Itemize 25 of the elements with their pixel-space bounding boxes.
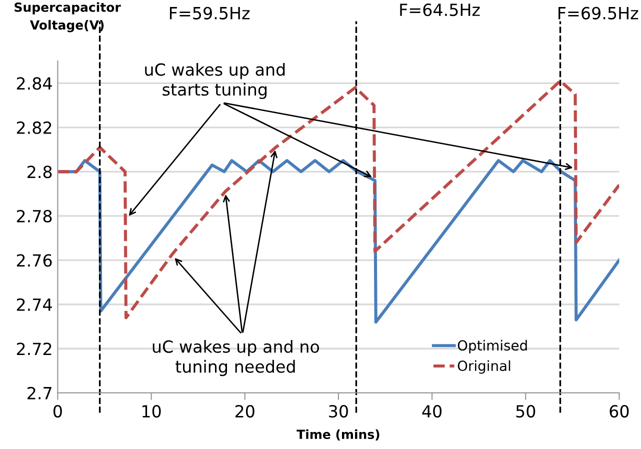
legend-label: Optimised: [458, 340, 527, 354]
text: F=59.5Hz: [170, 6, 250, 20]
y-tick-label: 2.84: [16, 77, 52, 90]
y-tick-label: 2.72: [16, 342, 52, 355]
line-series: [58, 79, 620, 320]
y-tick-label: 2.76: [16, 254, 52, 267]
legend-label: Original: [458, 360, 510, 374]
x-tick-label: 40: [422, 404, 442, 418]
annotation: uC wakes up and no tuning needed: [152, 340, 320, 376]
y-axis-title: Supercapacitor Voltage(V): [14, 2, 121, 32]
x-tick-label: 30: [329, 404, 348, 418]
y-tick-label: 2.78: [16, 210, 52, 222]
x-tick-label: 10: [142, 404, 161, 418]
annotation: uC wakes up and starts tuning: [145, 62, 285, 99]
y-tick-label: 2.7: [28, 386, 52, 400]
text: F=64.5Hz: [400, 4, 480, 16]
x-tick-label: 50: [516, 404, 536, 418]
y-tick-label: 2.8: [28, 166, 52, 178]
text: F=69.5Hz: [558, 6, 638, 20]
x-axis-title: Time (mins): [296, 429, 380, 441]
x-tick-label: 20: [235, 404, 254, 418]
y-tick-label: 2.82: [16, 121, 52, 134]
x-tick-label: 60: [610, 404, 629, 418]
y-tick-label: 2.74: [16, 298, 52, 311]
x-tick-label: 0: [53, 404, 62, 418]
